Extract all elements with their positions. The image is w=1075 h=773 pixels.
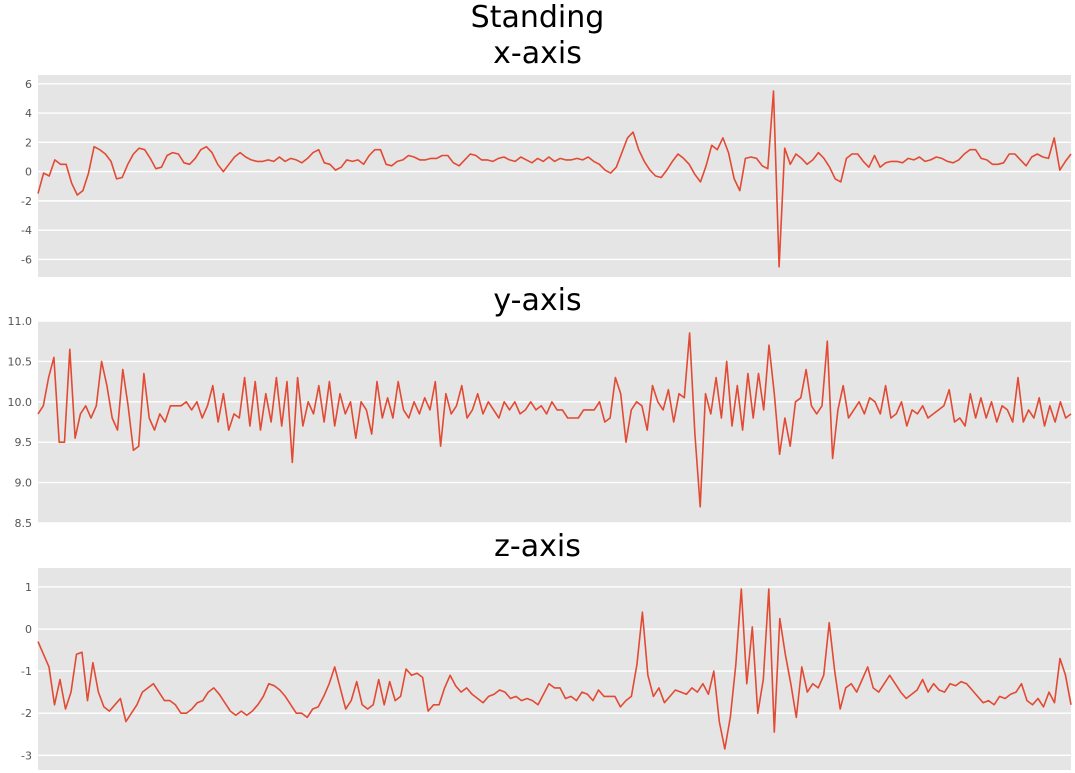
chart-x-axis: 6 4 2 0 -2 -4 -6 (21, 75, 1072, 277)
y-tick-label: 0 (25, 166, 32, 179)
panel-title-y-axis: y-axis (493, 283, 582, 318)
series-line-y-axis (37, 332, 1072, 508)
y-tick-label: -6 (21, 253, 32, 266)
y-tick-label: 1 (25, 581, 32, 594)
y-tick-label: -1 (21, 665, 32, 678)
chart-y-axis: 11.0 10.5 10.0 9.5 9.0 8.5 (8, 315, 1072, 530)
y-tick-label: 6 (25, 78, 32, 91)
y-tick-label: 0 (25, 623, 32, 636)
panel-title-z-axis: z-axis (494, 529, 581, 564)
y-tick-label: 11.0 (8, 315, 33, 328)
series-line-z-axis (37, 588, 1072, 750)
y-tick-label: -2 (21, 195, 32, 208)
plot-area-z-axis (38, 568, 1071, 770)
y-tick-label: 4 (25, 107, 32, 120)
y-tick-label: 9.5 (15, 436, 33, 449)
y-tick-label: 8.5 (15, 517, 33, 530)
y-tick-label: 10.0 (8, 396, 33, 409)
chart-z-axis: 1 0 -1 -2 -3 (21, 568, 1072, 770)
plot-area-y-axis (38, 321, 1071, 523)
figure-title: Standing (470, 0, 605, 35)
y-tick-label: -2 (21, 707, 32, 720)
plot-area-x-axis (38, 75, 1071, 277)
panel-title-x-axis: x-axis (493, 36, 582, 71)
y-tick-label: 2 (25, 136, 32, 149)
y-tick-label: 9.0 (15, 477, 33, 490)
series-line-x-axis (37, 90, 1072, 268)
y-tick-label: -3 (21, 749, 32, 762)
y-tick-label: 10.5 (8, 355, 33, 368)
y-tick-label: -4 (21, 224, 32, 237)
